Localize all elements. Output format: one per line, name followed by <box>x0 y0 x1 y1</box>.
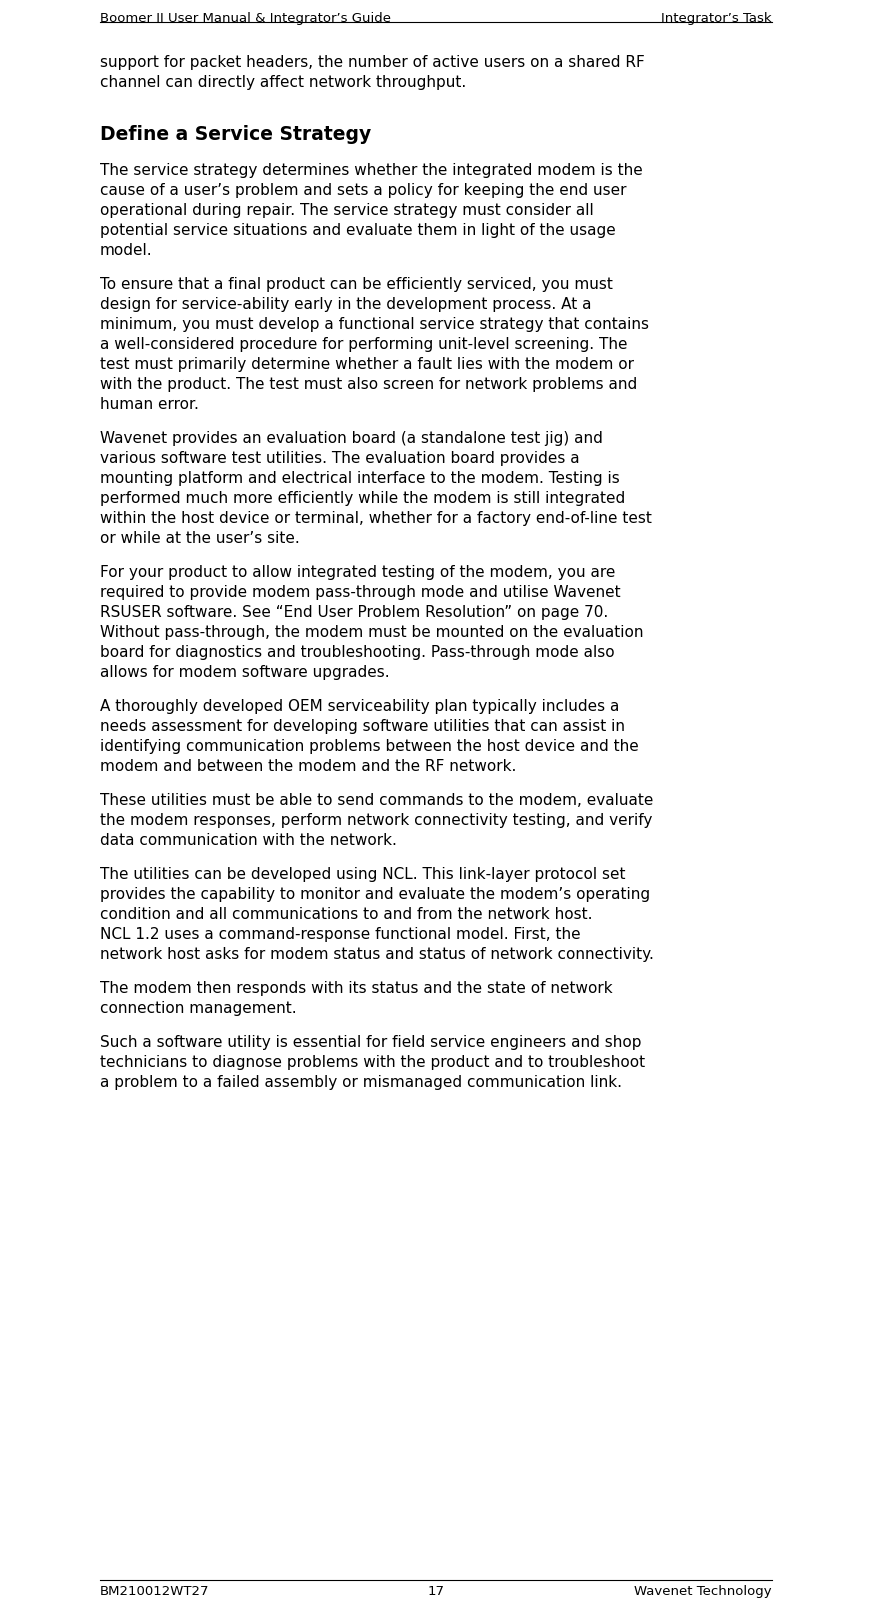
Text: a well-considered procedure for performing unit-level screening. The: a well-considered procedure for performi… <box>100 337 628 351</box>
Text: potential service situations and evaluate them in light of the usage: potential service situations and evaluat… <box>100 223 616 237</box>
Text: required to provide modem pass-through mode and utilise Wavenet: required to provide modem pass-through m… <box>100 585 621 600</box>
Text: operational during repair. The service strategy must consider all: operational during repair. The service s… <box>100 204 594 218</box>
Text: network host asks for modem status and status of network connectivity.: network host asks for modem status and s… <box>100 946 654 962</box>
Text: cause of a user’s problem and sets a policy for keeping the end user: cause of a user’s problem and sets a pol… <box>100 183 626 197</box>
Text: various software test utilities. The evaluation board provides a: various software test utilities. The eva… <box>100 451 580 467</box>
Text: Without pass-through, the modem must be mounted on the evaluation: Without pass-through, the modem must be … <box>100 626 644 640</box>
Text: provides the capability to monitor and evaluate the modem’s operating: provides the capability to monitor and e… <box>100 887 651 901</box>
Text: The utilities can be developed using NCL. This link-layer protocol set: The utilities can be developed using NCL… <box>100 868 625 882</box>
Text: To ensure that a final product can be efficiently serviced, you must: To ensure that a final product can be ef… <box>100 277 613 292</box>
Text: Integrator’s Task: Integrator’s Task <box>661 11 772 26</box>
Text: A thoroughly developed OEM serviceability plan typically includes a: A thoroughly developed OEM serviceabilit… <box>100 699 619 714</box>
Text: connection management.: connection management. <box>100 1001 296 1015</box>
Text: RSUSER software. See “End User Problem Resolution” on page 70.: RSUSER software. See “End User Problem R… <box>100 605 609 621</box>
Text: channel can directly affect network throughput.: channel can directly affect network thro… <box>100 75 467 90</box>
Text: Such a software utility is essential for field service engineers and shop: Such a software utility is essential for… <box>100 1035 642 1051</box>
Text: identifying communication problems between the host device and the: identifying communication problems betwe… <box>100 739 639 754</box>
Text: These utilities must be able to send commands to the modem, evaluate: These utilities must be able to send com… <box>100 792 653 808</box>
Text: board for diagnostics and troubleshooting. Pass-through mode also: board for diagnostics and troubleshootin… <box>100 645 615 659</box>
Text: condition and all communications to and from the network host.: condition and all communications to and … <box>100 906 592 922</box>
Text: needs assessment for developing software utilities that can assist in: needs assessment for developing software… <box>100 719 625 735</box>
Text: human error.: human error. <box>100 398 199 412</box>
Text: test must primarily determine whether a fault lies with the modem or: test must primarily determine whether a … <box>100 358 634 372</box>
Text: minimum, you must develop a functional service strategy that contains: minimum, you must develop a functional s… <box>100 318 649 332</box>
Text: modem and between the modem and the RF network.: modem and between the modem and the RF n… <box>100 759 516 775</box>
Text: BM210012WT27: BM210012WT27 <box>100 1585 209 1598</box>
Text: the modem responses, perform network connectivity testing, and verify: the modem responses, perform network con… <box>100 813 652 828</box>
Text: Wavenet Technology: Wavenet Technology <box>634 1585 772 1598</box>
Text: NCL 1.2 uses a command-response functional model. First, the: NCL 1.2 uses a command-response function… <box>100 927 581 942</box>
Text: For your product to allow integrated testing of the modem, you are: For your product to allow integrated tes… <box>100 565 616 581</box>
Text: support for packet headers, the number of active users on a shared RF: support for packet headers, the number o… <box>100 55 644 71</box>
Text: design for service-ability early in the development process. At a: design for service-ability early in the … <box>100 297 591 313</box>
Text: or while at the user’s site.: or while at the user’s site. <box>100 531 300 545</box>
Text: The service strategy determines whether the integrated modem is the: The service strategy determines whether … <box>100 164 643 178</box>
Text: Wavenet provides an evaluation board (a standalone test jig) and: Wavenet provides an evaluation board (a … <box>100 431 603 446</box>
Text: model.: model. <box>100 242 153 258</box>
Text: mounting platform and electrical interface to the modem. Testing is: mounting platform and electrical interfa… <box>100 472 620 486</box>
Text: a problem to a failed assembly or mismanaged communication link.: a problem to a failed assembly or misman… <box>100 1075 622 1091</box>
Text: data communication with the network.: data communication with the network. <box>100 832 397 849</box>
Text: technicians to diagnose problems with the product and to troubleshoot: technicians to diagnose problems with th… <box>100 1055 645 1070</box>
Text: within the host device or terminal, whether for a factory end-of-line test: within the host device or terminal, whet… <box>100 512 652 526</box>
Text: with the product. The test must also screen for network problems and: with the product. The test must also scr… <box>100 377 637 391</box>
Text: Boomer II User Manual & Integrator’s Guide: Boomer II User Manual & Integrator’s Gui… <box>100 11 391 26</box>
Text: allows for modem software upgrades.: allows for modem software upgrades. <box>100 666 390 680</box>
Text: The modem then responds with its status and the state of network: The modem then responds with its status … <box>100 982 613 996</box>
Text: 17: 17 <box>427 1585 445 1598</box>
Text: Define a Service Strategy: Define a Service Strategy <box>100 125 371 144</box>
Text: performed much more efficiently while the modem is still integrated: performed much more efficiently while th… <box>100 491 625 505</box>
